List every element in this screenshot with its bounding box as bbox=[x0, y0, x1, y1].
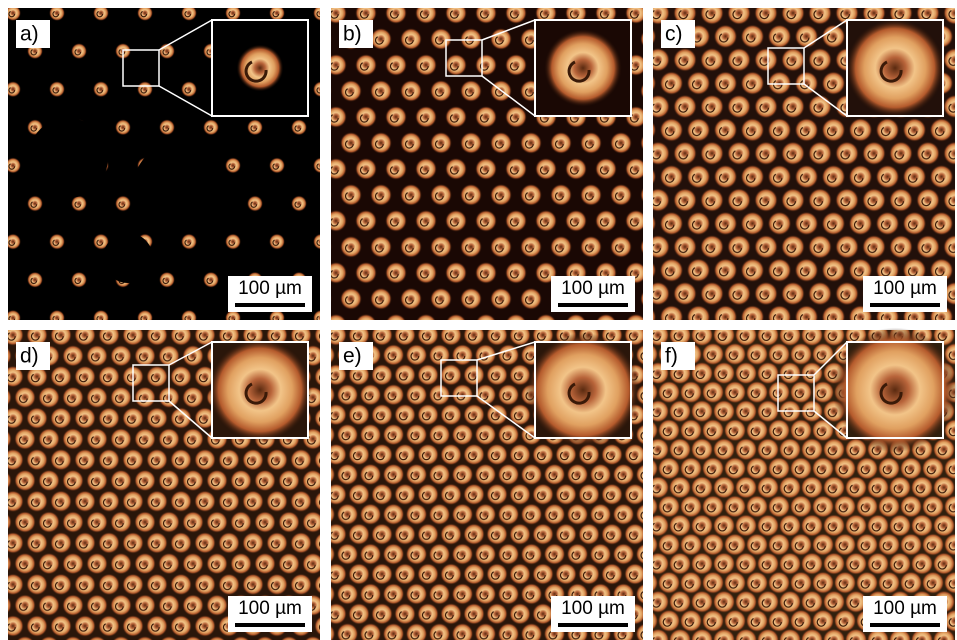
panel: c) 100 µm bbox=[653, 8, 955, 320]
inset-droplet bbox=[833, 328, 957, 453]
scale-bar-label: 100 µm bbox=[873, 598, 937, 619]
panel-label: e) bbox=[343, 345, 362, 368]
panel: d) 100 µm bbox=[8, 330, 320, 640]
scale-bar-label: 100 µm bbox=[873, 278, 937, 299]
page: a) 100 µm b) 100 µm c) 100 µm d) 100 µm e) 100 µm… bbox=[0, 0, 957, 640]
inset-droplet bbox=[237, 45, 284, 92]
figure: a) 100 µm b) 100 µm c) 100 µm d) 100 µm e) 100 µm… bbox=[0, 0, 957, 640]
panel: b) 100 µm bbox=[331, 8, 643, 320]
empty-region bbox=[103, 233, 153, 283]
empty-region bbox=[133, 143, 223, 233]
inset-droplet bbox=[544, 29, 622, 107]
inset-droplet bbox=[846, 19, 945, 118]
panel-label: f) bbox=[665, 345, 678, 368]
inset-droplet bbox=[526, 333, 640, 447]
panel-label: d) bbox=[20, 345, 39, 368]
scale-bar-label: 100 µm bbox=[238, 278, 302, 299]
panel-label: c) bbox=[665, 23, 683, 46]
scale-bar-label: 100 µm bbox=[238, 598, 302, 619]
scale-bar-label: 100 µm bbox=[561, 278, 625, 299]
panel-label: b) bbox=[343, 23, 362, 46]
scale-bar-label: 100 µm bbox=[561, 598, 625, 619]
panel: e) 100 µm bbox=[331, 330, 643, 640]
panel-label: a) bbox=[20, 23, 39, 46]
panel: f) 100 µm bbox=[653, 328, 957, 640]
panel: a) 100 µm bbox=[8, 8, 320, 320]
empty-region bbox=[28, 118, 108, 198]
inset-droplet bbox=[208, 338, 312, 442]
